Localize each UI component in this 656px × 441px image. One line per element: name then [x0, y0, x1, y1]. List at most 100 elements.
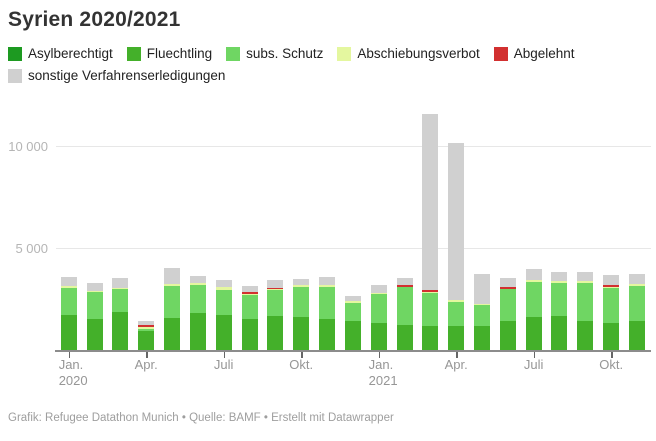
bar-sep-2020[interactable] — [267, 280, 284, 351]
bar-segment-sonstige-verfahrenserledigungen — [344, 296, 361, 302]
bar-segment-sonstige-verfahrenserledigungen — [267, 280, 284, 288]
x-axis-month: Apr. — [444, 357, 468, 372]
x-axis-month: Juli — [213, 357, 234, 372]
bar-segment-abgelehnt — [241, 292, 258, 294]
bar-segment-abgelehnt — [396, 284, 413, 287]
x-axis-month: Jan. — [58, 357, 84, 372]
bar-segment-subs-schutz — [499, 289, 516, 322]
legend-label: Abgelehnt — [513, 46, 575, 61]
x-axis-tick — [378, 352, 381, 358]
bar-segment-fluechtling — [370, 322, 387, 351]
bar-m-r-2021[interactable] — [422, 113, 439, 351]
x-axis-tick — [68, 352, 71, 358]
bar-segment-subs-schutz — [60, 287, 77, 315]
bar-segment-abgelehnt — [138, 325, 155, 328]
bar-okt-2020[interactable] — [293, 278, 310, 351]
y-axis-label: 5 000 — [15, 241, 48, 256]
bar-segment-subs-schutz — [241, 294, 258, 319]
bar-segment-subs-schutz — [448, 301, 465, 326]
bar-okt-2021[interactable] — [603, 275, 620, 351]
bar-segment-subs-schutz — [293, 287, 310, 318]
bar-segment-fluechtling — [267, 315, 284, 351]
legend-item-abschiebungsverbot: Abschiebungsverbot — [337, 46, 480, 61]
x-axis-line — [55, 350, 651, 352]
bar-segment-abschiebungsverbot — [577, 280, 594, 283]
bar-segment-fluechtling — [551, 315, 568, 351]
x-axis-month: Apr. — [134, 357, 158, 372]
x-axis-label: Okt. — [289, 357, 313, 373]
bar-segment-sonstige-verfahrenserledigungen — [60, 277, 77, 287]
bar-jul-2020[interactable] — [215, 279, 232, 351]
x-axis-label: Jan. 2020 — [59, 357, 88, 389]
legend-swatch-icon — [493, 46, 508, 61]
bar-sep-2021[interactable] — [577, 271, 594, 351]
bar-segment-fluechtling — [422, 325, 439, 351]
bar-jun-2021[interactable] — [499, 277, 516, 351]
bar-apr-2020[interactable] — [138, 321, 155, 351]
x-axis-year: 2021 — [368, 373, 398, 388]
bar-segment-sonstige-verfahrenserledigungen — [293, 278, 310, 286]
bar-segment-sonstige-verfahrenserledigungen — [370, 285, 387, 294]
bar-aug-2021[interactable] — [551, 272, 568, 351]
bar-segment-abschiebungsverbot — [138, 327, 155, 329]
legend-label: Fluechtling — [146, 46, 213, 61]
bar-nov-2021[interactable] — [628, 274, 645, 351]
footer-credits: Grafik: Refugee Datathon Munich • Quelle… — [8, 412, 394, 424]
bar-segment-sonstige-verfahrenserledigungen — [499, 277, 516, 287]
bar-segment-subs-schutz — [344, 303, 361, 322]
x-axis-month: Okt. — [289, 357, 314, 372]
bar-aug-2020[interactable] — [241, 285, 258, 351]
bar-segment-sonstige-verfahrenserledigungen — [189, 276, 206, 283]
x-axis-tick — [301, 352, 303, 358]
bar-jan-2021[interactable] — [370, 285, 387, 351]
bar-feb-2021[interactable] — [396, 277, 413, 351]
bar-segment-subs-schutz — [215, 289, 232, 315]
bar-segment-subs-schutz — [370, 293, 387, 323]
legend-swatch-icon — [126, 46, 141, 61]
x-axis-label: Jan. 2021 — [369, 357, 398, 389]
x-axis-label: Juli — [524, 357, 544, 373]
bar-feb-2020[interactable] — [86, 283, 103, 351]
bar-segment-sonstige-verfahrenserledigungen — [422, 113, 439, 291]
bar-segment-subs-schutz — [577, 282, 594, 321]
bar-segment-sonstige-verfahrenserledigungen — [164, 267, 181, 285]
bar-jan-2020[interactable] — [60, 277, 77, 351]
bar-segment-sonstige-verfahrenserledigungen — [319, 277, 335, 286]
x-axis-tick — [223, 352, 226, 358]
bar-segment-sonstige-verfahrenserledigungen — [628, 274, 645, 285]
bar-segment-abschiebungsverbot — [293, 285, 310, 288]
bar-mai-2021[interactable] — [473, 273, 490, 351]
bar-jun-2020[interactable] — [189, 276, 206, 351]
bar-apr-2021[interactable] — [448, 142, 465, 351]
legend-item-fluechtling: Fluechtling — [126, 46, 213, 61]
gridline-10000 — [55, 146, 651, 147]
x-axis-month: Jan. — [368, 357, 394, 372]
x-axis-label: Juli — [214, 357, 234, 373]
bar-segment-abschiebungsverbot — [164, 284, 181, 286]
x-axis-year: 2020 — [58, 373, 88, 388]
plot-area: 10 000 5 000 — [0, 100, 656, 351]
bar-segment-subs-schutz — [396, 286, 413, 325]
bar-segment-abschiebungsverbot — [525, 280, 542, 282]
bar-segment-abschiebungsverbot — [603, 287, 620, 289]
bar-segment-abschiebungsverbot — [267, 289, 284, 290]
bar-nov-2020[interactable] — [319, 277, 335, 351]
bar-jul-2021[interactable] — [525, 269, 542, 351]
bar-segment-subs-schutz — [164, 285, 181, 318]
bar-segment-sonstige-verfahrenserledigungen — [551, 272, 568, 282]
x-axis-label: Apr. — [445, 357, 468, 373]
bar-segment-abgelehnt — [603, 285, 620, 288]
bar-segment-abgelehnt — [499, 286, 516, 290]
bar-segment-fluechtling — [577, 320, 594, 351]
bar-segment-abschiebungsverbot — [60, 286, 77, 288]
bar-segment-subs-schutz — [628, 285, 645, 322]
bar-mai-2020[interactable] — [164, 267, 181, 351]
legend-swatch-icon — [8, 68, 22, 83]
bar-segment-subs-schutz — [86, 292, 103, 319]
bar-segment-fluechtling — [396, 324, 413, 351]
bar-segment-abschiebungsverbot — [319, 285, 335, 287]
legend-swatch-icon — [226, 46, 241, 61]
bar-segment-abschiebungsverbot — [241, 293, 258, 295]
bar-dez-2020[interactable] — [344, 296, 361, 351]
bar-m-r-2020[interactable] — [112, 278, 129, 351]
